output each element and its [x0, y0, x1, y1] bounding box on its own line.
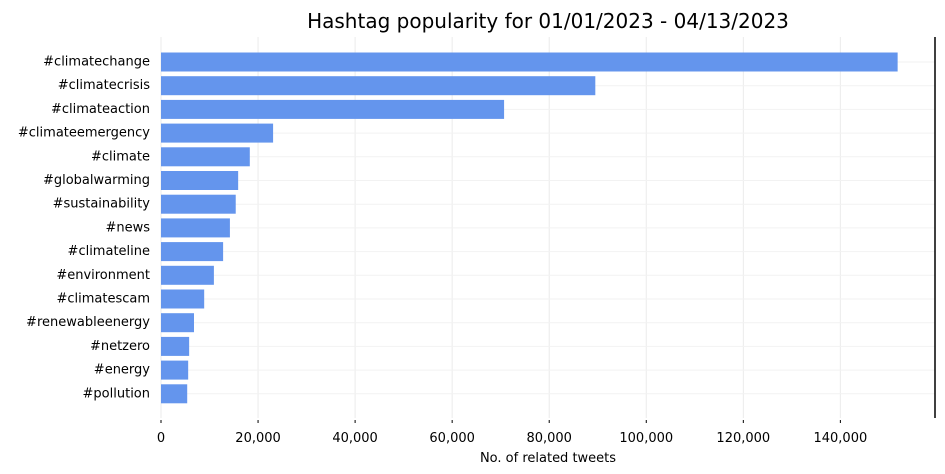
x-tick-label: 120,000 — [716, 431, 770, 446]
y-tick-label: #globalwarming — [43, 173, 150, 188]
x-tick-label: 80,000 — [526, 431, 572, 446]
x-tick-label: 100,000 — [619, 431, 673, 446]
y-tick-label: #renewableenergy — [26, 315, 150, 330]
bar — [161, 147, 250, 167]
bar-layer — [161, 52, 898, 404]
bar — [161, 194, 236, 214]
y-tick-label: #climatecrisis — [58, 78, 150, 93]
bar — [161, 99, 505, 119]
x-tick-label: 0 — [157, 431, 165, 446]
bar — [161, 360, 189, 380]
bar — [161, 171, 239, 190]
y-tick-label: #climateline — [68, 244, 150, 259]
y-tick-label: #climatechange — [43, 55, 150, 70]
x-tick-label: 40,000 — [332, 431, 378, 446]
y-tick-label: #netzero — [90, 339, 150, 354]
y-tick-label: #pollution — [83, 386, 150, 401]
bar — [161, 265, 214, 285]
bar — [161, 218, 230, 238]
y-tick-label: #climateemergency — [18, 126, 150, 141]
bar — [161, 313, 194, 333]
bar — [161, 242, 224, 262]
y-tick-label: #environment — [56, 268, 150, 283]
y-tick-label: #climate — [91, 149, 150, 164]
bar — [161, 123, 274, 143]
bar — [161, 76, 596, 96]
xtick-label-layer: 0 20,000 40,000 60,000 80,000 100,000 120,000 1… — [157, 420, 867, 446]
x-tick-label: 20,000 — [235, 431, 281, 446]
bar — [161, 52, 898, 72]
y-tick-label: #climateaction — [51, 102, 150, 117]
y-tick-label: #news — [105, 220, 150, 235]
chart-title: Hashtag popularity for 01/01/2023 - 04/1… — [307, 9, 789, 33]
y-tick-label: #climatescam — [56, 292, 150, 307]
bar — [161, 336, 190, 356]
x-axis-label: No. of related tweets — [480, 451, 616, 466]
x-tick-label: 60,000 — [429, 431, 475, 446]
ytick-label-layer: #climatechange #climatecrisis #climateacti… — [18, 55, 150, 402]
y-tick-label: #sustainability — [53, 197, 151, 212]
x-tick-label: 140,000 — [813, 431, 867, 446]
y-tick-label: #energy — [94, 363, 150, 378]
bar — [161, 384, 188, 404]
bar — [161, 289, 205, 309]
